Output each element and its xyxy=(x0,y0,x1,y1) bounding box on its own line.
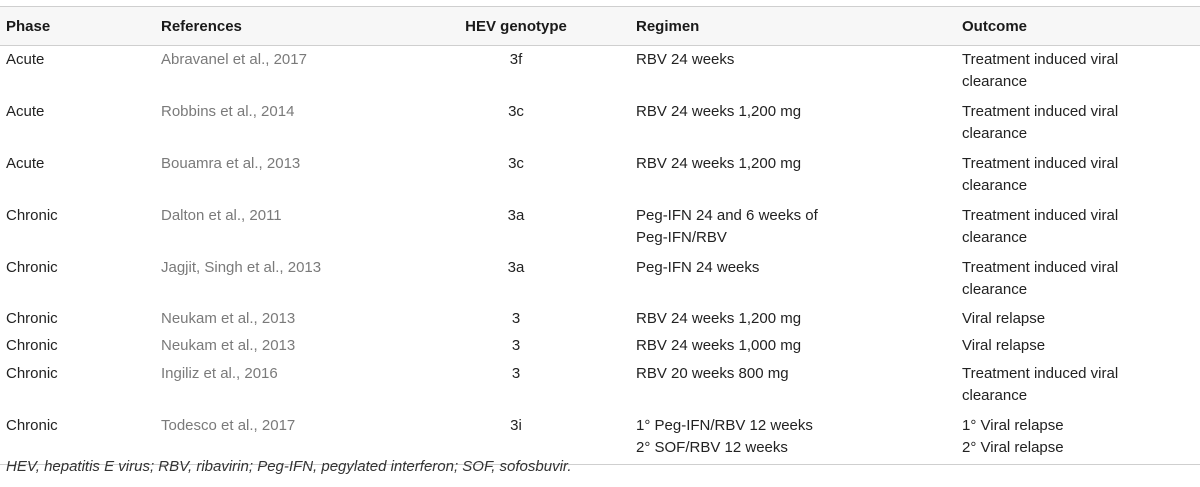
table-row: Chronic Neukam et al., 2013 3 RBV 24 weeks … xyxy=(0,306,1200,333)
cell-outcome: Treatment induced viral clearance xyxy=(962,46,1200,99)
cell-reference: Neukam et al., 2013 xyxy=(161,310,296,327)
cell-regimen: 1° Peg-IFN/RBV 12 weeks 2° SOF/RBV 12 wee… xyxy=(636,412,962,465)
table-row: Acute Robbins et al., 2014 3c RBV 24 weeks … xyxy=(0,98,1200,150)
cell-outcome: Treatment induced viral clearance xyxy=(962,254,1200,306)
cell-regimen: RBV 24 weeks 1,200 mg xyxy=(636,306,962,333)
cell-reference: Todesco et al., 2017 xyxy=(161,417,296,434)
table-row: Chronic Neukam et al., 2013 3 RBV 24 weeks … xyxy=(0,333,1200,360)
cell-outcome: Viral relapse xyxy=(962,306,1200,333)
header-genotype: HEV genotype xyxy=(465,17,567,35)
header-outcome: Outcome xyxy=(962,17,1028,35)
table-footnote: HEV, hepatitis E virus; RBV, ribavirin; … xyxy=(6,458,572,475)
cell-outcome-line: Treatment induced viral xyxy=(962,259,1119,276)
cell-regimen-line: 1° Peg-IFN/RBV 12 weeks xyxy=(636,417,813,434)
cell-outcome-line: clearance xyxy=(962,177,1028,194)
cell-outcome-line: Treatment induced viral xyxy=(962,103,1119,120)
cell-reference: Ingiliz et al., 2016 xyxy=(161,365,278,382)
cell-outcome-line: clearance xyxy=(962,125,1028,142)
header-references: References xyxy=(161,17,242,35)
cell-regimen: RBV 20 weeks 800 mg xyxy=(636,360,962,412)
cell-reference: Dalton et al., 2011 xyxy=(161,207,282,224)
cell-regimen-line: RBV 24 weeks 1,000 mg xyxy=(636,337,802,354)
cell-reference: Abravanel et al., 2017 xyxy=(161,51,307,68)
cell-phase: Acute xyxy=(6,155,45,172)
cell-reference: Jagjit, Singh et al., 2013 xyxy=(161,259,322,276)
cell-outcome: Treatment induced viral clearance xyxy=(962,150,1200,202)
cell-phase: Chronic xyxy=(6,365,58,382)
cell-phase: Chronic xyxy=(6,337,58,354)
cell-regimen-line: RBV 24 weeks xyxy=(636,51,735,68)
cell-genotype: 3a xyxy=(507,259,525,276)
cell-outcome-line: clearance xyxy=(962,281,1028,298)
cell-regimen: RBV 24 weeks 1,000 mg xyxy=(636,333,962,360)
cell-genotype: 3 xyxy=(511,337,521,354)
cell-outcome-line: 2° Viral relapse xyxy=(962,439,1064,456)
table-row: Chronic Ingiliz et al., 2016 3 RBV 20 weeks… xyxy=(0,360,1200,412)
cell-genotype: 3a xyxy=(507,207,525,224)
cell-outcome-line: Treatment induced viral xyxy=(962,155,1119,172)
cell-phase: Chronic xyxy=(6,417,58,434)
table-header: Phase References HEV genotype Regimen Ou… xyxy=(0,6,1200,46)
cell-outcome-line: clearance xyxy=(962,229,1028,246)
cell-outcome: Treatment induced viral clearance xyxy=(962,202,1200,254)
cell-outcome-line: clearance xyxy=(962,387,1028,404)
cell-phase: Acute xyxy=(6,51,45,68)
cell-reference: Neukam et al., 2013 xyxy=(161,337,296,354)
cell-reference: Bouamra et al., 2013 xyxy=(161,155,301,172)
header-row: Phase References HEV genotype Regimen Ou… xyxy=(0,6,1200,46)
table-body: Acute Abravanel et al., 2017 3f RBV 24 week… xyxy=(0,46,1200,465)
cell-phase: Chronic xyxy=(6,207,58,224)
cell-regimen-line: Peg-IFN 24 weeks xyxy=(636,259,760,276)
cell-genotype: 3f xyxy=(509,51,523,68)
table-row: Acute Abravanel et al., 2017 3f RBV 24 week… xyxy=(0,46,1200,99)
cell-genotype: 3 xyxy=(511,365,521,382)
cell-regimen-line: Peg-IFN/RBV xyxy=(636,229,727,246)
cell-outcome: 1° Viral relapse 2° Viral relapse xyxy=(962,412,1200,465)
cell-phase: Chronic xyxy=(6,310,58,327)
cell-outcome-line: clearance xyxy=(962,73,1028,90)
cell-regimen-line: RBV 24 weeks 1,200 mg xyxy=(636,310,802,327)
cell-outcome-line: 1° Viral relapse xyxy=(962,417,1064,434)
cell-regimen-line: RBV 24 weeks 1,200 mg xyxy=(636,155,802,172)
cell-outcome-line: Treatment induced viral xyxy=(962,51,1119,68)
header-regimen: Regimen xyxy=(636,17,700,35)
cell-genotype: 3i xyxy=(510,417,522,434)
cell-regimen-line: RBV 20 weeks 800 mg xyxy=(636,365,789,382)
cell-regimen: RBV 24 weeks 1,200 mg xyxy=(636,98,962,150)
cell-genotype: 3c xyxy=(508,103,524,120)
table-row: Chronic Jagjit, Singh et al., 2013 3a Peg-I… xyxy=(0,254,1200,306)
cell-phase: Chronic xyxy=(6,259,58,276)
cell-regimen: RBV 24 weeks 1,200 mg xyxy=(636,150,962,202)
cell-regimen: RBV 24 weeks xyxy=(636,46,962,99)
cell-regimen-line: 2° SOF/RBV 12 weeks xyxy=(636,439,788,456)
cell-outcome: Treatment induced viral clearance xyxy=(962,360,1200,412)
cell-outcome-line: Viral relapse xyxy=(962,310,1046,327)
cell-reference: Robbins et al., 2014 xyxy=(161,103,295,120)
table-row: Chronic Todesco et al., 2017 3i 1° Peg-IFN/… xyxy=(0,412,1200,465)
hev-treatment-table: Phase References HEV genotype Regimen Ou… xyxy=(0,6,1200,465)
cell-genotype: 3 xyxy=(511,310,521,327)
header-phase: Phase xyxy=(6,17,51,35)
cell-outcome: Viral relapse xyxy=(962,333,1200,360)
table-row: Acute Bouamra et al., 2013 3c RBV 24 weeks … xyxy=(0,150,1200,202)
cell-regimen-line: RBV 24 weeks 1,200 mg xyxy=(636,103,802,120)
cell-outcome-line: Viral relapse xyxy=(962,337,1046,354)
cell-outcome: Treatment induced viral clearance xyxy=(962,98,1200,150)
cell-regimen: Peg-IFN 24 weeks xyxy=(636,254,962,306)
cell-regimen: Peg-IFN 24 and 6 weeks of Peg-IFN/RBV xyxy=(636,202,962,254)
cell-outcome-line: Treatment induced viral xyxy=(962,365,1119,382)
table-row: Chronic Dalton et al., 2011 3a Peg-IFN 24 a… xyxy=(0,202,1200,254)
cell-outcome-line: Treatment induced viral xyxy=(962,207,1119,224)
cell-genotype: 3c xyxy=(508,155,524,172)
cell-regimen-line: Peg-IFN 24 and 6 weeks of xyxy=(636,207,818,224)
cell-phase: Acute xyxy=(6,103,45,120)
